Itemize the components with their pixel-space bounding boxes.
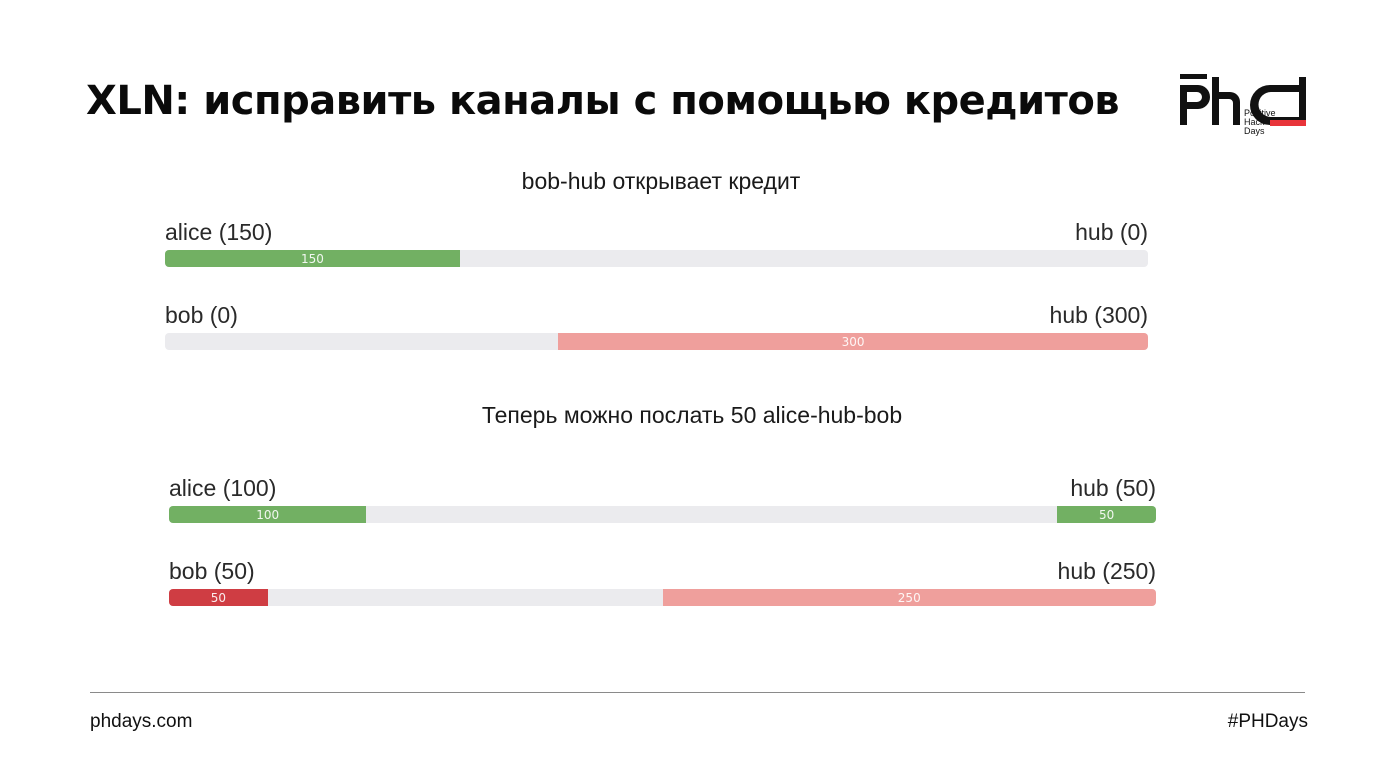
channel-left-label: bob (50) (169, 558, 255, 584)
logo-letter-h (1212, 77, 1240, 125)
section1-heading: bob-hub открывает кредит (521, 168, 801, 194)
channel-left-label: alice (100) (169, 475, 277, 501)
balance-segment-pink: 250 (662, 589, 1156, 606)
logo-text-line3: Days (1244, 126, 1265, 136)
channel-alice-hub-after: alice (100) hub (50) 100 50 (169, 472, 1156, 523)
channel-alice-hub-before: alice (150) hub (0) 150 (165, 216, 1148, 267)
slide-title: XLN: исправить каналы с помощью кредитов (86, 78, 1120, 124)
balance-segment-red: 50 (169, 589, 268, 606)
logo-text-line2: Hack (1244, 117, 1265, 127)
balance-segment-pink: 300 (558, 333, 1148, 350)
channel-right-label: hub (0) (1075, 219, 1148, 245)
logo-accent-bar (1270, 120, 1306, 126)
footer-hashtag: #PHDays (1227, 711, 1308, 732)
phd-logo: Positive Hack Days (1180, 74, 1306, 136)
balance-segment-green: 150 (165, 250, 460, 267)
channel-left-label: alice (150) (165, 219, 273, 245)
footer-divider (90, 692, 1305, 693)
channel-right-label: hub (300) (1049, 302, 1148, 328)
channel-right-label: hub (50) (1070, 475, 1156, 501)
channel-track: 50 250 (169, 589, 1156, 606)
logo-text-line1: Positive (1244, 108, 1276, 118)
section2-heading: Теперь можно послать 50 alice-hub-bob (481, 402, 903, 428)
balance-segment-green: 50 (1057, 506, 1156, 523)
logo-letter-d (1250, 77, 1306, 125)
channel-track: 150 (165, 250, 1148, 267)
channel-left-label: bob (0) (165, 302, 238, 328)
channel-bob-hub-after: bob (50) hub (250) 50 250 (169, 555, 1156, 606)
channel-bob-hub-before: bob (0) hub (300) 300 (165, 299, 1148, 350)
channel-right-label: hub (250) (1057, 558, 1156, 584)
logo-top-bar (1180, 74, 1207, 79)
channel-track: 300 (165, 333, 1148, 350)
footer-website: phdays.com (90, 711, 193, 732)
channel-track: 100 50 (169, 506, 1156, 523)
logo-letter-p (1180, 85, 1210, 125)
balance-segment-green: 100 (169, 506, 367, 523)
